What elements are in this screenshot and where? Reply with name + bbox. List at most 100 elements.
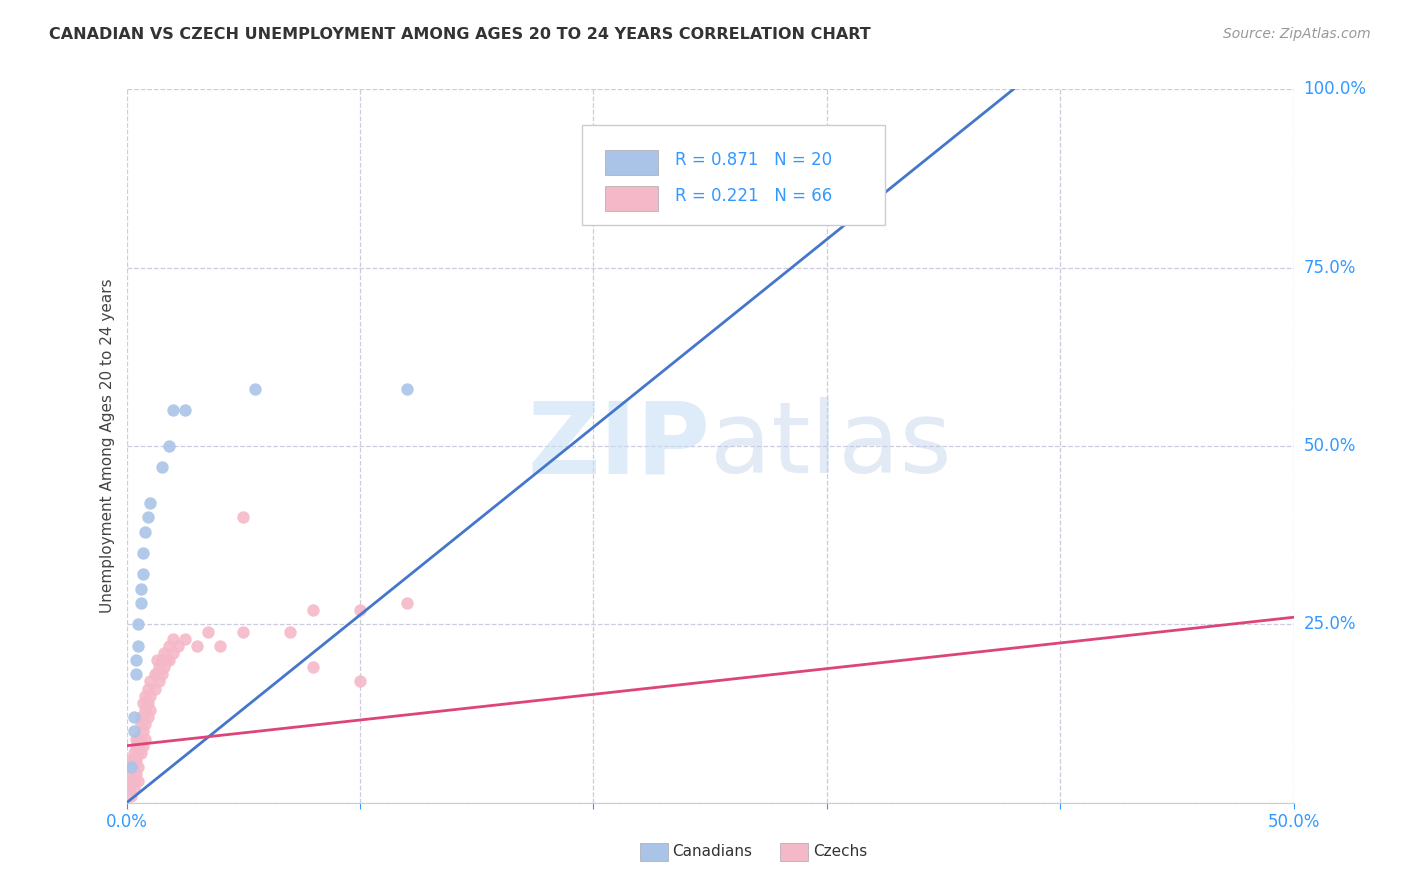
Point	[122, 724, 145, 739]
Y-axis label: Unemployment Among Ages 20 to 24 years: Unemployment Among Ages 20 to 24 years	[100, 278, 115, 614]
FancyBboxPatch shape	[605, 150, 658, 175]
Point	[148, 660, 170, 674]
Point	[122, 746, 145, 760]
Point	[162, 646, 184, 660]
Point	[143, 681, 166, 696]
Point	[349, 674, 371, 689]
FancyBboxPatch shape	[605, 186, 658, 211]
Point	[127, 639, 149, 653]
Point	[134, 689, 156, 703]
Point	[167, 639, 190, 653]
Point	[120, 753, 142, 767]
Point	[232, 624, 254, 639]
Point	[127, 746, 149, 760]
Point	[120, 789, 142, 803]
Point	[125, 731, 148, 746]
Point	[125, 739, 148, 753]
Point	[139, 496, 162, 510]
Point	[143, 667, 166, 681]
Text: Czechs: Czechs	[813, 845, 868, 859]
Point	[395, 596, 418, 610]
Text: R = 0.221   N = 66: R = 0.221 N = 66	[675, 186, 832, 204]
Point	[129, 746, 152, 760]
Point	[134, 703, 156, 717]
Point	[395, 382, 418, 396]
Point	[157, 439, 180, 453]
Point	[120, 760, 142, 774]
Point	[125, 653, 148, 667]
Text: 75.0%: 75.0%	[1303, 259, 1355, 277]
Point	[127, 617, 149, 632]
Point	[134, 524, 156, 539]
Point	[129, 731, 152, 746]
Point	[122, 760, 145, 774]
Point	[122, 753, 145, 767]
Point	[162, 632, 184, 646]
Point	[125, 767, 148, 781]
Point	[129, 596, 152, 610]
Point	[125, 667, 148, 681]
Point	[150, 667, 173, 681]
Point	[127, 760, 149, 774]
Point	[139, 674, 162, 689]
Point	[139, 703, 162, 717]
Text: R = 0.871   N = 20: R = 0.871 N = 20	[675, 151, 832, 169]
Point	[127, 774, 149, 789]
Point	[139, 689, 162, 703]
Point	[122, 774, 145, 789]
Text: Canadians: Canadians	[672, 845, 752, 859]
Point	[157, 653, 180, 667]
Point	[153, 660, 176, 674]
Point	[134, 717, 156, 731]
Point	[302, 603, 325, 617]
Point	[132, 710, 155, 724]
Point	[136, 710, 159, 724]
Point	[186, 639, 208, 653]
Point	[136, 510, 159, 524]
Point	[120, 760, 142, 774]
Point	[136, 681, 159, 696]
Point	[349, 603, 371, 617]
Point	[157, 639, 180, 653]
Point	[118, 774, 141, 789]
Point	[197, 624, 219, 639]
Point	[208, 639, 231, 653]
Point	[132, 567, 155, 582]
Point	[132, 739, 155, 753]
FancyBboxPatch shape	[582, 125, 886, 225]
Point	[136, 696, 159, 710]
Point	[174, 632, 197, 646]
Point	[148, 674, 170, 689]
Point	[122, 781, 145, 796]
Point	[129, 582, 152, 596]
Text: CANADIAN VS CZECH UNEMPLOYMENT AMONG AGES 20 TO 24 YEARS CORRELATION CHART: CANADIAN VS CZECH UNEMPLOYMENT AMONG AGE…	[49, 27, 870, 42]
Point	[125, 753, 148, 767]
Text: 25.0%: 25.0%	[1303, 615, 1355, 633]
Point	[132, 546, 155, 560]
Point	[150, 460, 173, 475]
Point	[127, 731, 149, 746]
Point	[134, 731, 156, 746]
Point	[302, 660, 325, 674]
Point	[155, 653, 177, 667]
Point	[243, 382, 266, 396]
Point	[146, 667, 169, 681]
Point	[150, 653, 173, 667]
Text: Source: ZipAtlas.com: Source: ZipAtlas.com	[1223, 27, 1371, 41]
Point	[118, 781, 141, 796]
Point	[129, 717, 152, 731]
Point	[132, 696, 155, 710]
Text: 50.0%: 50.0%	[1303, 437, 1355, 455]
Point	[122, 710, 145, 724]
Point	[174, 403, 197, 417]
Text: atlas: atlas	[710, 398, 952, 494]
Text: 100.0%: 100.0%	[1303, 80, 1367, 98]
Point	[120, 767, 142, 781]
Point	[129, 710, 152, 724]
Point	[132, 724, 155, 739]
Text: ZIP: ZIP	[527, 398, 710, 494]
Point	[162, 403, 184, 417]
Point	[278, 624, 301, 639]
Point	[153, 646, 176, 660]
Point	[127, 739, 149, 753]
